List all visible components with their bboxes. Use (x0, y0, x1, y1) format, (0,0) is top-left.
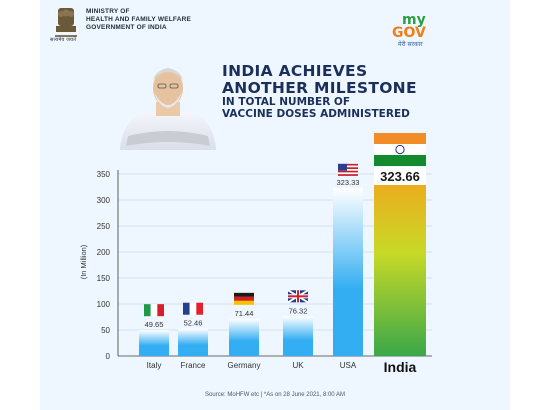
y-tick-label: 100 (97, 300, 111, 309)
flag-stripe (338, 170, 358, 173)
x-tick-label: Italy (147, 361, 162, 370)
flag-stripe (157, 304, 164, 317)
flag-stripe (338, 174, 358, 176)
flag-stripe (338, 165, 358, 168)
x-tick-label: India (384, 359, 417, 375)
x-tick-label: France (181, 361, 206, 370)
usa-flag (338, 163, 358, 176)
value-label-background (374, 167, 426, 185)
flag-stripe (374, 144, 426, 155)
national-emblem-icon (55, 8, 77, 37)
france-flag (183, 302, 203, 315)
flag-stripe (234, 292, 254, 297)
bar-germany (229, 318, 259, 356)
flag-stripe (338, 169, 358, 171)
value-label: 49.65 (145, 320, 164, 329)
germany-flag (234, 292, 254, 305)
bar-italy (139, 330, 169, 356)
x-tick-label: Germany (228, 361, 261, 370)
mygov-logo-bottom: GOV (392, 25, 426, 41)
y-tick-label: 300 (97, 196, 111, 205)
subheadline-line-1: IN TOTAL NUMBER OF (222, 96, 351, 108)
flag-stripe (338, 167, 358, 170)
bar-india (374, 168, 426, 356)
ministry-line-1: MINISTRY OF (86, 8, 130, 15)
flag-stripe (196, 302, 203, 315)
y-tick-label: 250 (97, 222, 111, 231)
flag-cross (288, 295, 308, 298)
headline-line-1: INDIA ACHIEVES (222, 62, 368, 80)
bar-usa (333, 187, 363, 356)
x-tick-label: UK (292, 361, 304, 370)
emblem-caption: सत्यमेव जयते (50, 37, 77, 43)
flag-stripe (374, 155, 426, 166)
y-tick-label: 200 (97, 248, 111, 257)
flag-stripe (234, 296, 254, 301)
flag-stripe (338, 172, 358, 175)
value-label: 323.33 (337, 178, 360, 187)
subheadline-line-2: VACCINE DOSES ADMINISTERED (222, 108, 410, 120)
value-label: 52.46 (184, 319, 203, 328)
italy-flag (144, 304, 164, 317)
y-axis-title: (In Million) (79, 244, 88, 279)
ashoka-chakra (395, 144, 405, 155)
y-tick-label: 50 (101, 326, 110, 335)
ministry-line-2: HEALTH AND FAMILY WELFARE (86, 16, 192, 23)
bar-france (178, 328, 208, 356)
y-tick-label: 150 (97, 274, 111, 283)
y-tick-label: 350 (97, 170, 111, 179)
mygov-tagline: मेरी सरकार (398, 41, 423, 48)
flag-stripe (183, 302, 190, 315)
bar-uk (283, 316, 313, 356)
flag-stripe (338, 163, 358, 166)
flag-canton (338, 163, 347, 171)
uk-flag (287, 289, 309, 304)
flag-stripe (234, 300, 254, 305)
flag-stripe (150, 304, 158, 317)
flag-stripe (374, 133, 426, 144)
india-flag (374, 133, 426, 166)
x-tick-label: USA (340, 361, 357, 370)
source-note: Source: MoHFW etc | *As on 28 June 2021,… (205, 392, 345, 398)
mygov-logo: my GOV (392, 12, 426, 41)
value-label: 76.32 (289, 306, 308, 315)
flag-stripe (189, 302, 197, 315)
ministry-line-3: GOVERNMENT OF INDIA (86, 24, 167, 31)
value-label: 323.66 (380, 169, 420, 184)
mygov-logo-top: my (402, 12, 426, 28)
portrait-photo (120, 68, 216, 150)
y-tick-label: 0 (106, 352, 111, 361)
value-label: 71.44 (235, 309, 254, 318)
flag-stripe (144, 304, 151, 317)
headline-line-2: ANOTHER MILESTONE (222, 79, 417, 97)
